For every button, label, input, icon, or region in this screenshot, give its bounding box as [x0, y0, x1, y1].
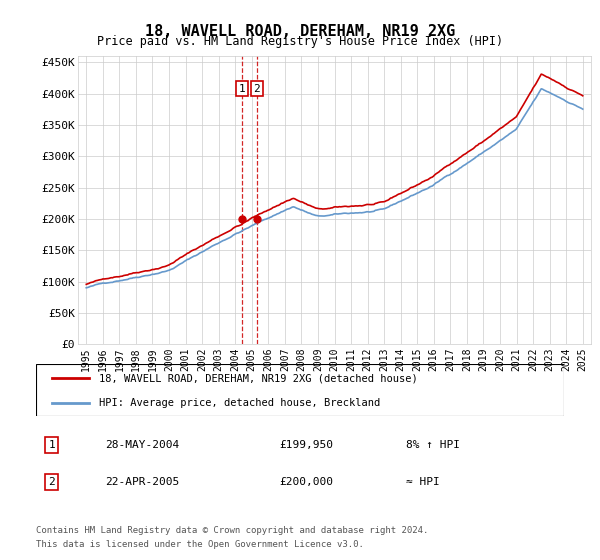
Text: 1: 1 — [49, 440, 55, 450]
Text: 18, WAVELL ROAD, DEREHAM, NR19 2XG: 18, WAVELL ROAD, DEREHAM, NR19 2XG — [145, 24, 455, 39]
Text: 22-APR-2005: 22-APR-2005 — [104, 477, 179, 487]
Text: 8% ↑ HPI: 8% ↑ HPI — [406, 440, 460, 450]
Text: This data is licensed under the Open Government Licence v3.0.: This data is licensed under the Open Gov… — [36, 540, 364, 549]
Text: ≈ HPI: ≈ HPI — [406, 477, 439, 487]
Text: 1: 1 — [238, 83, 245, 94]
Text: Contains HM Land Registry data © Crown copyright and database right 2024.: Contains HM Land Registry data © Crown c… — [36, 526, 428, 535]
Text: 2: 2 — [253, 83, 260, 94]
Text: 28-MAY-2004: 28-MAY-2004 — [104, 440, 179, 450]
Text: 18, WAVELL ROAD, DEREHAM, NR19 2XG (detached house): 18, WAVELL ROAD, DEREHAM, NR19 2XG (deta… — [100, 374, 418, 384]
Text: £199,950: £199,950 — [279, 440, 333, 450]
Text: 2: 2 — [49, 477, 55, 487]
Text: £200,000: £200,000 — [279, 477, 333, 487]
Text: Price paid vs. HM Land Registry's House Price Index (HPI): Price paid vs. HM Land Registry's House … — [97, 35, 503, 48]
Text: HPI: Average price, detached house, Breckland: HPI: Average price, detached house, Brec… — [100, 398, 380, 408]
